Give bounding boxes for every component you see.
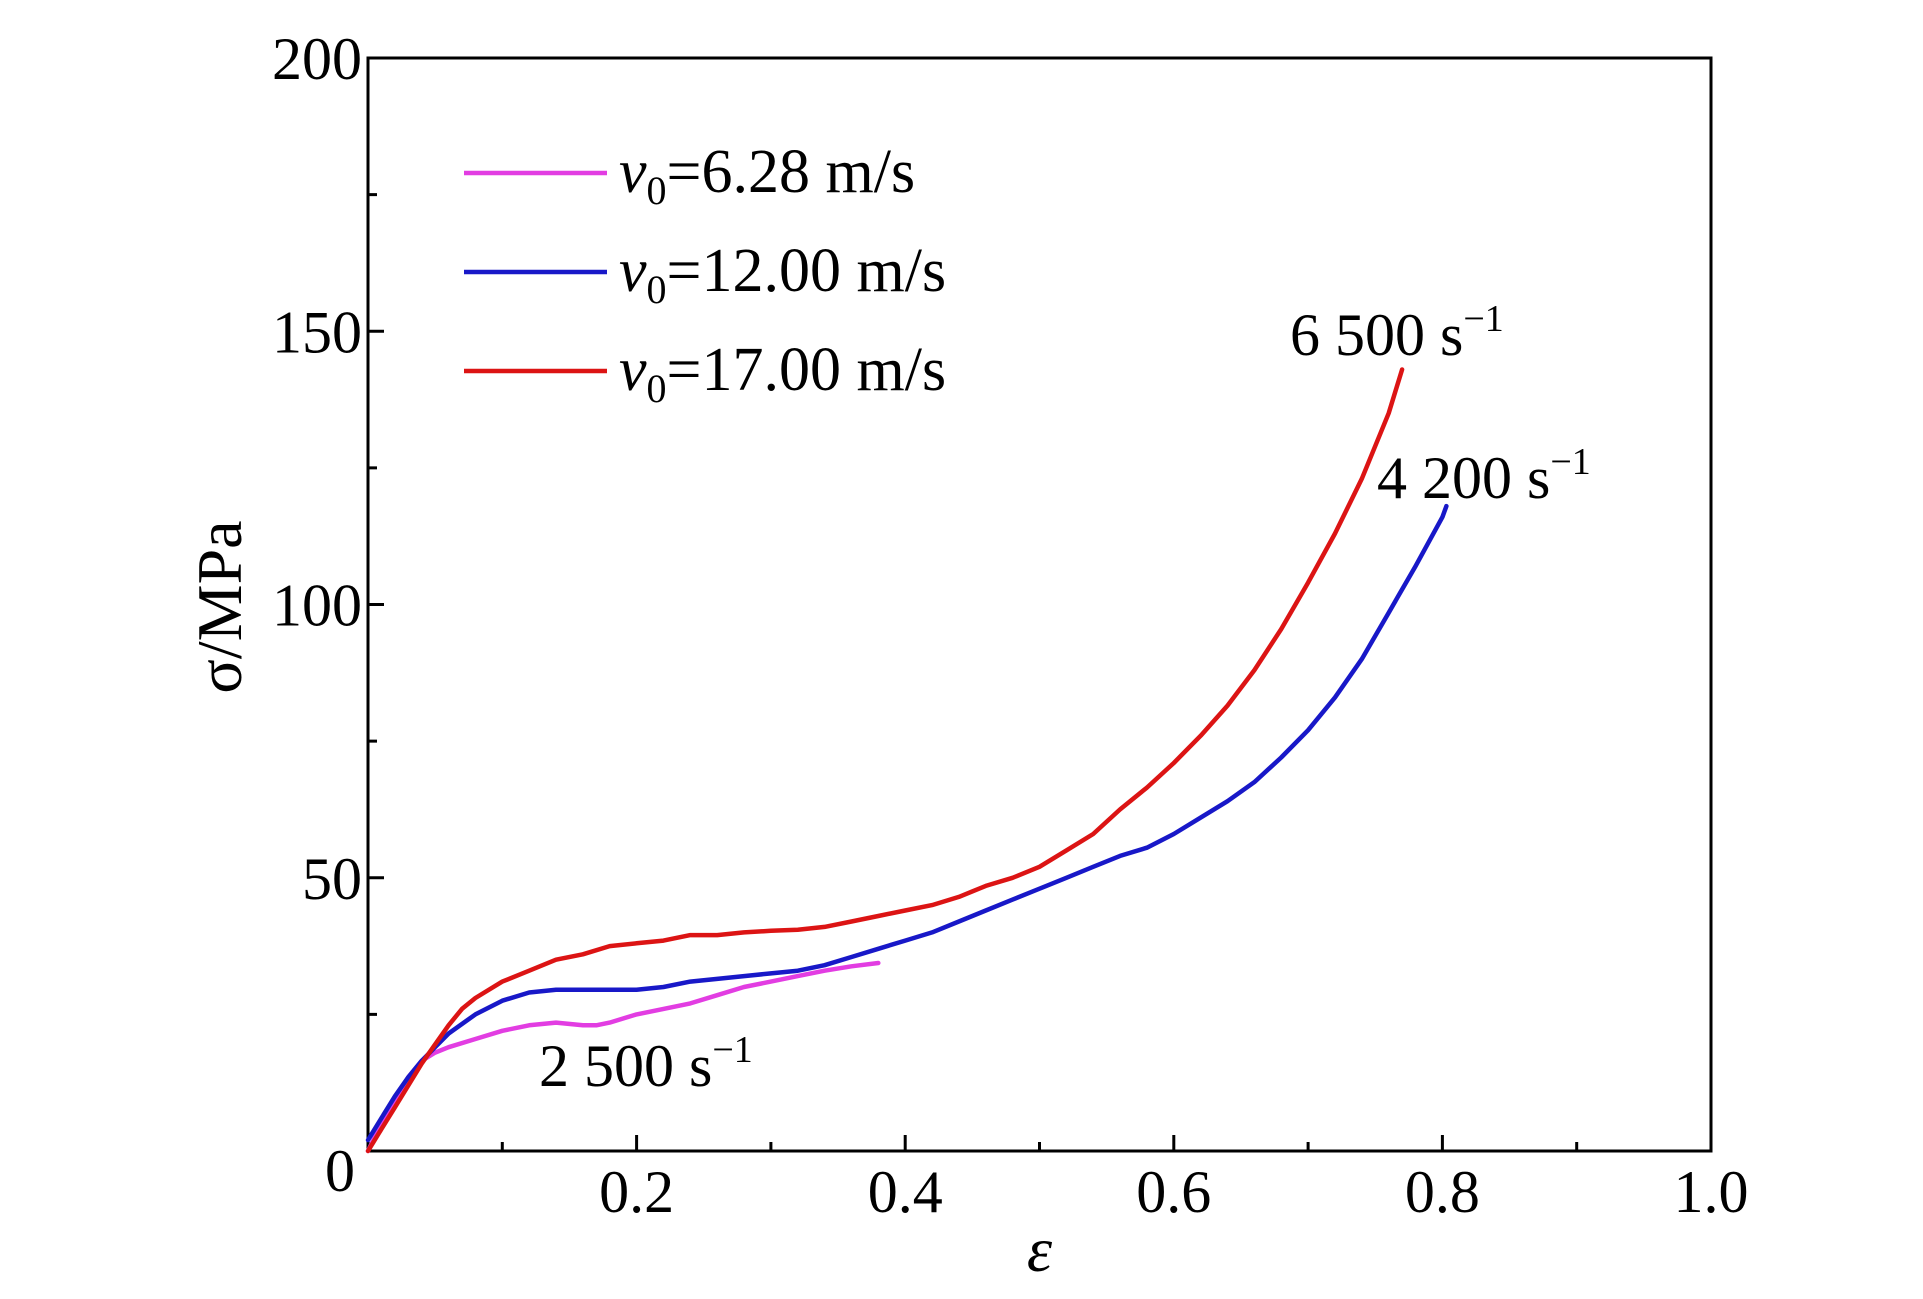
y-tick-label: 0 — [325, 1138, 355, 1204]
strain-rate-annotation: 2 500 s−1 — [539, 1029, 753, 1099]
x-axis-title: ε — [1027, 1214, 1053, 1285]
plot-area — [366, 56, 1713, 1153]
x-tick-label: 0.2 — [599, 1159, 674, 1225]
legend-label-value: =12.00 m/s — [667, 237, 947, 305]
tick-labels: 0.2 0.4 0.6 0.8 1.0 0 50 100 150 200 — [272, 26, 1749, 1225]
x-tick-label: 0.4 — [868, 1159, 943, 1225]
y-axis-title: σ/MPa — [184, 520, 255, 693]
data-series — [365, 367, 1449, 1154]
series-line-v0-17-00-m-s — [365, 367, 1405, 1154]
series-line-v0-12-00-m-s — [365, 503, 1449, 1143]
legend-label-v0-12-00-m-s: v0=12.00 m/s — [619, 237, 946, 312]
legend-label-subscript: 0 — [647, 168, 667, 213]
legend: v0=6.28 m/sv0=12.00 m/sv0=17.00 m/s — [464, 138, 946, 411]
legend-label-subscript: 0 — [647, 267, 667, 312]
legend-label-v0-6-28-m-s: v0=6.28 m/s — [619, 138, 915, 213]
x-tick-label: 0.6 — [1136, 1159, 1211, 1225]
legend-label-variable: v — [619, 336, 647, 404]
strain-rate-value: 2 500 s — [539, 1033, 712, 1099]
legend-label-variable: v — [619, 138, 647, 206]
legend-label-v0-17-00-m-s: v0=17.00 m/s — [619, 336, 946, 411]
strain-rate-exponent: −1 — [1550, 441, 1590, 483]
strain-rate-value: 6 500 s — [1290, 302, 1463, 368]
legend-label-variable: v — [619, 237, 647, 305]
y-tick-label: 150 — [272, 299, 362, 365]
y-tick-label: 100 — [272, 573, 362, 639]
x-tick-label: 1.0 — [1674, 1159, 1749, 1225]
strain-rate-annotation: 6 500 s−1 — [1290, 298, 1504, 368]
strain-rate-value: 4 200 s — [1377, 445, 1550, 511]
x-tick-label: 0.8 — [1405, 1159, 1480, 1225]
plot-frame — [366, 56, 1713, 1153]
strain-rate-exponent: −1 — [712, 1029, 752, 1071]
annotations: 6 500 s−14 200 s−12 500 s−1 — [539, 298, 1591, 1099]
strain-rate-exponent: −1 — [1463, 298, 1503, 340]
strain-rate-annotation: 4 200 s−1 — [1377, 441, 1591, 511]
axis-ticks — [368, 56, 1713, 1153]
y-tick-label: 200 — [272, 26, 362, 92]
legend-label-value: =17.00 m/s — [667, 336, 947, 404]
legend-label-subscript: 0 — [647, 366, 667, 411]
y-tick-label: 50 — [302, 846, 362, 912]
legend-label-value: =6.28 m/s — [667, 138, 916, 206]
